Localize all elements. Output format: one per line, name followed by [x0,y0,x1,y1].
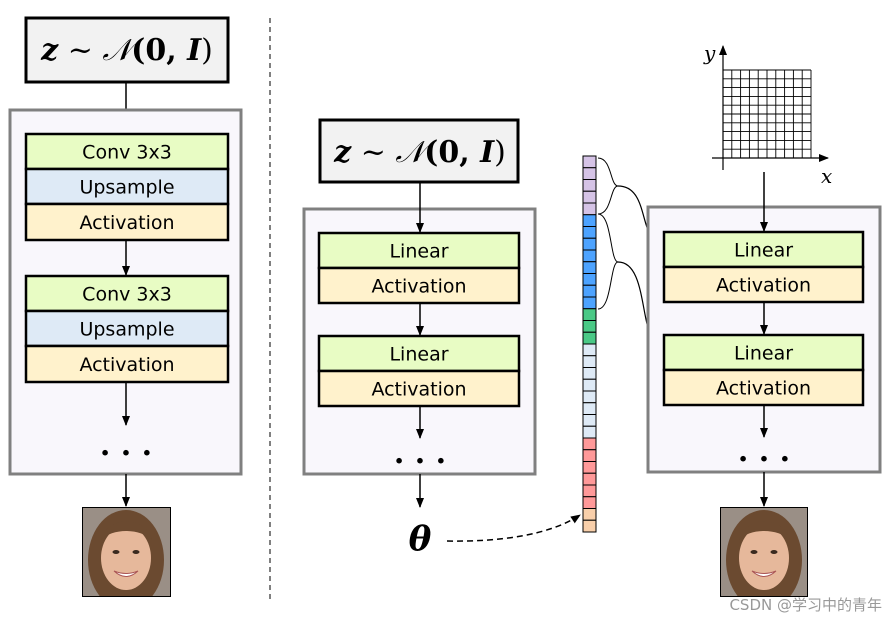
ellipsis: . . . [394,436,446,471]
vector-cell [582,261,597,274]
brace [597,157,619,215]
conv-layer [24,274,230,313]
vector-cell [582,179,597,192]
conv-label: Conv 3x3 [82,142,172,164]
activation-label: Activation [79,212,174,234]
x-axis-label: x [821,164,832,188]
generated-face-image [82,507,171,597]
vector-cell [582,437,597,451]
vector-cell [582,508,597,521]
activation-layer [24,344,230,384]
vector-cell [582,237,597,251]
prior-box [318,118,520,184]
prior-box [24,16,230,84]
vector-cell [582,214,597,227]
vector-cell [582,343,597,357]
vector-cell [582,390,597,404]
parameter-vector [582,155,597,533]
vector-cell [582,414,597,427]
coordinate-grid [722,69,812,159]
conv-layer [24,132,230,171]
linear-label: Linear [734,343,793,365]
vector-cell [582,155,597,169]
vector-cell [582,190,597,204]
prior-label: z ~ 𝒩(0, I) [40,33,213,68]
linear-layer [317,231,521,270]
theta-label: θ [409,519,432,559]
vector-cell [582,320,597,333]
vector-cell [582,367,597,380]
activation-layer [24,202,230,242]
vector-cell [582,496,597,509]
vector-cell [582,202,597,216]
prior-label: z ~ 𝒩(0, I) [333,135,506,170]
linear-label: Linear [734,240,793,262]
activation-label: Activation [371,379,466,401]
vector-cell [582,167,597,180]
vector-cell [582,308,597,321]
vector-cell [582,355,597,368]
activation-label: Activation [716,378,811,400]
activation-layer [317,369,521,408]
vector-cell [582,519,597,533]
vector-cell [582,249,597,263]
vector-cell [582,296,597,310]
activation-layer [662,368,865,407]
vector-cell [582,402,597,415]
activation-layer [317,266,521,305]
linear-label: Linear [389,241,448,263]
linear-layer [662,230,865,269]
vector-cell [582,226,597,239]
activation-label: Activation [371,276,466,298]
vector-cell [582,461,597,474]
vector-cell [582,425,597,439]
activation-label: Activation [716,275,811,297]
vector-cell [582,449,597,462]
upsample-layer [24,309,230,348]
generated-face-image [720,507,808,597]
left-generator: z ~ 𝒩(0, I) . . . [8,16,243,507]
vector-cell [582,378,597,392]
dashed-arrow [446,514,581,542]
y-axis-label: y [703,41,716,65]
vector-cell [582,484,597,498]
ellipsis: . . . [738,434,790,469]
watermark: CSDN @学习中的青年 [729,596,882,614]
linear-layer [317,334,521,373]
activation-label: Activation [79,354,174,376]
conv-label: Conv 3x3 [82,284,172,306]
activation-layer [662,265,865,304]
ellipsis: . . . [100,428,152,463]
linear-label: Linear [389,344,448,366]
vector-cell [582,331,597,345]
vector-cell [582,472,597,486]
upsample-label: Upsample [79,319,174,341]
vector-cell [582,273,597,286]
brace [597,213,619,310]
vector-cell [582,284,597,298]
upsample-label: Upsample [79,177,174,199]
